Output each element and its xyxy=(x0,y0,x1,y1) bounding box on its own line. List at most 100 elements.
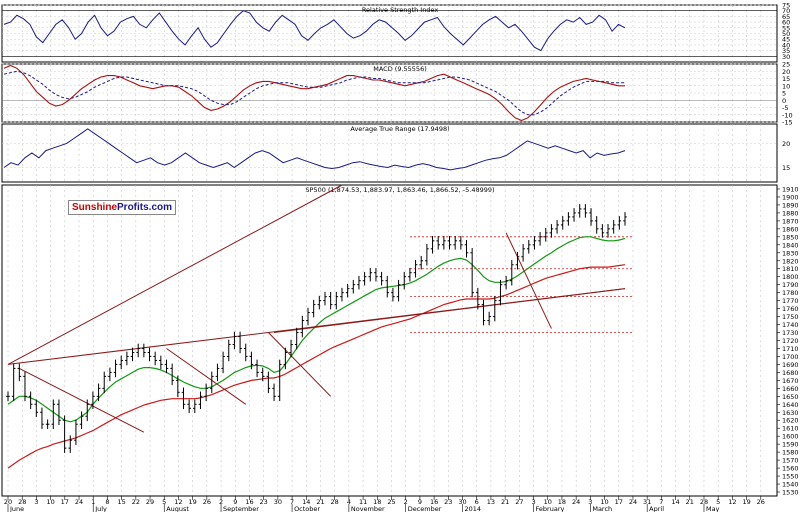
price-bar xyxy=(260,367,265,382)
price-bar xyxy=(368,267,373,282)
price-bar xyxy=(283,347,288,370)
moving-average-red xyxy=(7,264,626,469)
x-tick-label: 18 xyxy=(373,498,381,506)
y-tick-label: -5 xyxy=(782,104,788,112)
panel-title: Relative Strength Index xyxy=(362,6,439,14)
price-bar xyxy=(102,371,107,394)
rsi-line xyxy=(3,10,626,52)
price-bar xyxy=(300,315,305,338)
price-bar xyxy=(45,419,50,430)
price-bar xyxy=(125,351,129,366)
y-tick-label: 1550 xyxy=(782,473,799,481)
y-tick-label: 45 xyxy=(782,36,790,44)
x-tick-label: 23 xyxy=(260,498,268,506)
panel-title: Average True Range (17.9498) xyxy=(350,125,449,133)
y-tick-label: 1570 xyxy=(782,457,799,465)
price-bar xyxy=(289,339,293,358)
price-bar xyxy=(487,311,491,326)
month-label: October xyxy=(294,505,320,512)
x-tick-label: 19 xyxy=(742,498,750,506)
y-tick-label: 15 xyxy=(782,164,790,172)
month-label: August xyxy=(166,505,189,512)
price-bar xyxy=(611,220,616,234)
x-tick-label: 21 xyxy=(316,498,324,506)
y-tick-label: 1900 xyxy=(782,193,799,201)
price-bar xyxy=(34,399,39,418)
price-bar xyxy=(238,331,242,354)
y-tick-label: 1660 xyxy=(782,385,799,393)
price-bar xyxy=(509,259,514,286)
price-bar xyxy=(147,347,152,362)
price-bar xyxy=(226,339,231,362)
price-bar xyxy=(317,295,322,310)
month-label: December xyxy=(408,505,442,512)
y-tick-label: 75 xyxy=(782,2,790,10)
x-tick-label: 5 xyxy=(162,498,166,506)
price-bar xyxy=(566,212,571,226)
price-bar xyxy=(130,347,135,362)
price-bar xyxy=(583,204,588,218)
price-bar xyxy=(51,399,56,430)
y-tick-label: 70 xyxy=(782,7,790,15)
logo-part-2: Profits.com xyxy=(117,202,173,213)
price-bar xyxy=(408,267,412,282)
price-bar xyxy=(577,204,582,218)
price-bar xyxy=(538,232,542,246)
x-tick-label: 7 xyxy=(659,498,663,506)
price-bar xyxy=(198,391,203,410)
x-tick-label: 9 xyxy=(233,498,237,506)
price-bar xyxy=(204,383,208,402)
logo-part-1: Sunshine xyxy=(72,202,118,213)
price-bar xyxy=(396,279,401,302)
month-label: April xyxy=(649,505,664,512)
y-tick-label: 1740 xyxy=(782,321,799,329)
x-tick-label: 16 xyxy=(430,498,438,506)
y-tick-label: 1600 xyxy=(782,433,799,441)
month-label: June xyxy=(9,505,24,512)
month-label: February xyxy=(536,505,565,512)
x-tick-label: 14 xyxy=(302,498,310,506)
y-tick-label: -10 xyxy=(782,111,793,119)
price-bar xyxy=(221,351,225,374)
x-tick-label: 26 xyxy=(203,498,211,506)
price-bar xyxy=(91,391,95,410)
price-bar xyxy=(425,244,429,266)
y-tick-label: 1820 xyxy=(782,257,799,265)
price-bar xyxy=(436,236,441,250)
y-tick-label: 1770 xyxy=(782,297,799,305)
y-tick-label: 30 xyxy=(782,53,790,61)
y-tick-label: 1630 xyxy=(782,409,799,417)
price-bar xyxy=(181,387,186,410)
y-tick-label: 25 xyxy=(782,61,790,69)
price-bar xyxy=(345,283,350,298)
price-bar xyxy=(340,287,344,302)
x-tick-label: 29 xyxy=(146,498,154,506)
price-bar xyxy=(385,275,390,298)
y-tick-label: 1690 xyxy=(782,361,799,369)
y-tick-label: 1540 xyxy=(782,481,799,489)
atr-line xyxy=(3,128,626,171)
x-tick-label: 15 xyxy=(117,498,125,506)
price-bar xyxy=(459,236,463,250)
price-bar xyxy=(504,275,508,290)
y-tick-label: 20 xyxy=(782,68,790,76)
price-bar xyxy=(40,407,44,430)
price-bar xyxy=(79,411,84,430)
price-bar xyxy=(192,399,197,414)
price-bar xyxy=(543,228,548,242)
price-bar xyxy=(413,259,418,278)
y-tick-label: 1560 xyxy=(782,465,799,473)
price-bar xyxy=(28,391,33,410)
y-tick-label: 50 xyxy=(782,30,790,38)
price-bar xyxy=(255,359,259,378)
price-bar xyxy=(374,267,378,282)
price-bar xyxy=(357,275,361,290)
x-tick-label: 23 xyxy=(444,498,452,506)
x-tick-label: 11 xyxy=(359,498,367,506)
x-tick-label: 28 xyxy=(700,498,708,506)
x-tick-label: 20 xyxy=(4,498,12,506)
price-bar xyxy=(549,224,554,238)
trendline xyxy=(19,367,145,433)
price-bar xyxy=(85,399,90,422)
month-label: 2014 xyxy=(465,505,482,512)
